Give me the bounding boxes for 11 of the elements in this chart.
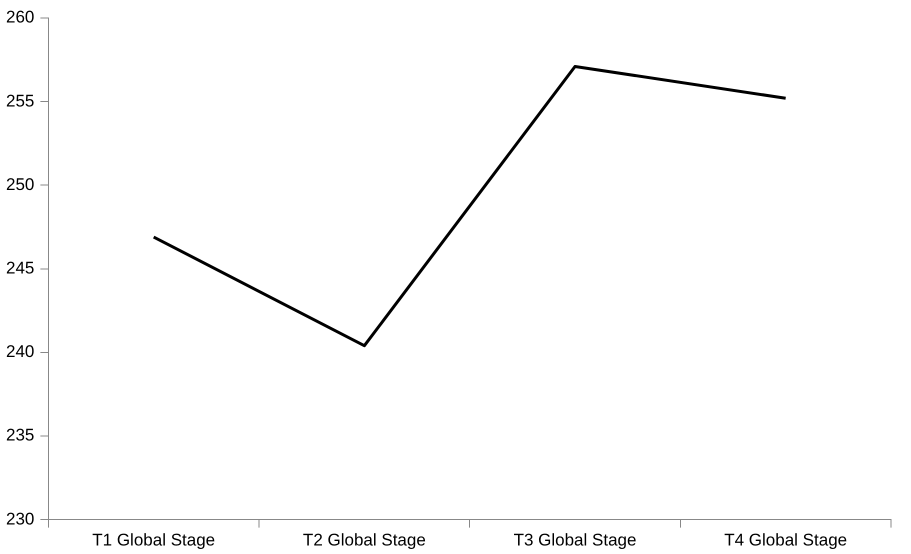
y-tick-label: 230 [6,509,34,528]
x-tick-label: T2 Global Stage [302,530,426,550]
x-tick-label: T3 Global Stage [514,530,636,550]
x-tick-label: T1 Global Stage [92,530,216,550]
y-tick-label: 240 [6,342,34,362]
y-tick-label: 255 [6,91,34,110]
y-tick-label: 260 [6,8,34,27]
y-tick-label: 235 [6,426,34,445]
y-tick-label: 245 [6,258,34,278]
y-tick-label: 250 [6,174,34,194]
x-tick-label: T4 Global Stage [724,530,848,550]
